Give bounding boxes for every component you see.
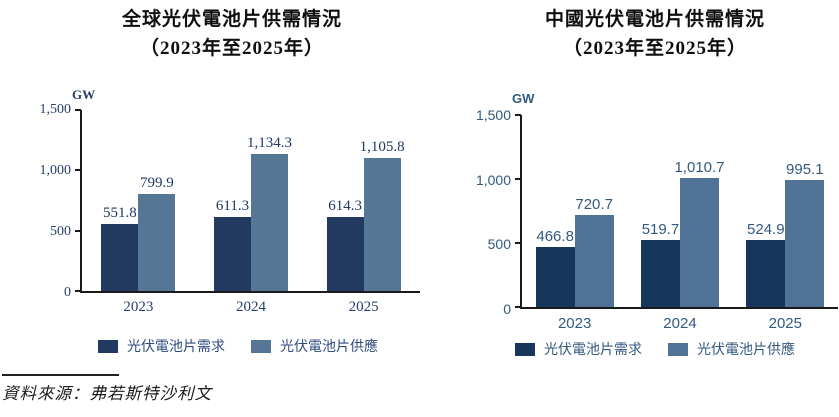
bar-rect-supply-2024 <box>679 178 719 307</box>
legend: 光伏電池片需求 光伏電池片供應 <box>16 336 420 356</box>
chart-global-pv-cells: 全球光伏電池片供需情況 （2023年至2025年） GW 1,500 1,000 5… <box>16 0 420 356</box>
charts-row: 全球光伏電池片供需情況 （2023年至2025年） GW 1,500 1,000 5… <box>16 0 838 359</box>
plot-row: 1,500 1,000 500 0 551.8 799.9 2023 611.3 1,134.… <box>16 102 420 315</box>
y-tick-mark <box>515 242 521 244</box>
chart-china-pv-cells: 中國光伏電池片供需情況 （2023年至2025年） GW 1,500 1,000 5… <box>472 0 838 359</box>
bar-rect-demand-2023 <box>101 224 139 291</box>
x-axis-label-2025: 2025 <box>768 315 802 332</box>
bar-rect-supply-2023 <box>574 215 614 307</box>
source-divider <box>2 374 119 376</box>
x-axis-label-2024: 2024 <box>663 315 697 332</box>
chart-subtitle: （2023年至2025年） <box>139 37 324 59</box>
legend-label-demand: 光伏電池片需求 <box>127 340 225 355</box>
y-tick-mark <box>515 306 521 308</box>
bar-rect-demand-2023 <box>535 247 575 307</box>
legend-item-supply: 光伏電池片供應 <box>251 336 378 356</box>
bar-group-2023: 466.8 720.7 2023 <box>535 115 614 332</box>
x-axis-label-2023: 2023 <box>557 315 592 332</box>
source-text: 資料來源：弗若斯特沙利文 <box>2 384 212 403</box>
y-tick-mark <box>515 114 521 116</box>
legend-swatch-supply <box>251 339 271 353</box>
bar-rect-demand-2025 <box>746 240 786 307</box>
y-axis-unit-label: GW <box>512 91 535 106</box>
source-note: 資料來源：弗若斯特沙利文 <box>2 374 212 404</box>
bar-value-label-supply-2025: 995.1 <box>786 161 824 178</box>
bar-supply-2024: 1,010.7 <box>674 115 725 307</box>
bar-rect-supply-2023 <box>138 194 176 291</box>
bar-demand-2024: 519.7 <box>640 115 680 307</box>
legend-item-supply: 光伏電池片供應 <box>668 339 795 359</box>
bar-rect-supply-2025 <box>785 180 825 307</box>
legend-swatch-supply <box>668 342 688 356</box>
legend-swatch-demand <box>515 342 535 356</box>
legend: 光伏電池片需求 光伏電池片供應 <box>472 339 838 359</box>
bar-value-label-supply-2025: 1,105.8 <box>359 139 405 155</box>
legend-label-demand: 光伏電池片需求 <box>544 341 642 357</box>
bar-demand-2025: 524.9 <box>746 115 786 307</box>
bar-supply-2023: 799.9 <box>138 110 176 291</box>
bar-group-2023: 551.8 799.9 2023 <box>101 110 176 315</box>
y-axis-tick-label: 500 <box>487 236 511 253</box>
y-tick-mark <box>515 178 521 180</box>
bar-rect-supply-2025 <box>363 158 401 291</box>
y-tick-mark <box>75 169 81 172</box>
chart-subtitle: （2023年至2025年） <box>562 37 747 59</box>
y-axis-tick-label: 1,500 <box>39 102 72 117</box>
x-axis-label-2023: 2023 <box>123 299 154 315</box>
bar-value-label-demand-2024: 519.7 <box>641 221 680 238</box>
bar-demand-2025: 614.3 <box>326 110 364 291</box>
plot-area: 466.8 720.7 2023 519.7 1,010.7 2024 524.9 995.1… <box>515 114 838 332</box>
bar-value-label-demand-2025: 524.9 <box>747 221 785 238</box>
bar-supply-2025: 995.1 <box>785 115 825 307</box>
bar-supply-2025: 1,105.8 <box>360 110 405 291</box>
bar-group-2025: 524.9 995.1 2025 <box>746 115 825 332</box>
y-axis: 1,500 1,000 500 0 <box>472 107 520 317</box>
bar-rect-supply-2024 <box>250 154 288 291</box>
plot-row: 1,500 1,000 500 0 466.8 720.7 2023 519.7 1,010.… <box>472 107 838 332</box>
bar-value-label-demand-2023: 466.8 <box>536 228 574 245</box>
bar-rect-demand-2024 <box>640 240 680 307</box>
bar-rect-demand-2025 <box>326 217 364 291</box>
legend-item-demand: 光伏電池片需求 <box>515 339 642 359</box>
y-axis-tick-label: 500 <box>50 224 71 239</box>
y-tick-mark <box>75 109 81 111</box>
y-axis-tick-label: 1,000 <box>475 171 511 188</box>
bar-demand-2023: 551.8 <box>101 110 139 291</box>
y-axis-tick-label: 1,000 <box>39 163 72 178</box>
legend-label-supply: 光伏電池片供應 <box>280 340 378 355</box>
y-axis-unit-label: GW <box>72 87 96 102</box>
bar-group-2025: 614.3 1,105.8 2025 <box>326 110 405 315</box>
bar-value-label-supply-2023: 720.7 <box>575 196 613 213</box>
y-axis-tick-label: 0 <box>503 301 511 317</box>
y-axis: 1,500 1,000 500 0 <box>16 102 80 300</box>
x-axis-label-2025: 2025 <box>348 299 379 315</box>
bar-demand-2024: 611.3 <box>213 110 251 291</box>
bar-supply-2023: 720.7 <box>574 115 614 307</box>
legend-swatch-demand <box>98 339 118 353</box>
y-tick-mark <box>75 290 81 292</box>
bar-value-label-supply-2024: 1,134.3 <box>246 135 292 151</box>
bar-supply-2024: 1,134.3 <box>247 110 292 291</box>
bar-value-label-supply-2024: 1,010.7 <box>674 159 725 176</box>
y-axis-tick-label: 0 <box>64 285 71 300</box>
x-axis-label-2024: 2024 <box>235 299 266 315</box>
plot-area: 551.8 799.9 2023 611.3 1,134.3 2024 614.3 1,105… <box>75 109 420 315</box>
chart-title: 中國光伏電池片供需情況 <box>544 9 765 30</box>
bar-group-2024: 611.3 1,134.3 2024 <box>213 110 292 315</box>
y-axis-tick-label: 1,500 <box>475 107 511 123</box>
bar-value-label-demand-2023: 551.8 <box>102 205 137 221</box>
chart-title: 全球光伏電池片供需情況 <box>121 9 342 30</box>
legend-label-supply: 光伏電池片供應 <box>697 341 795 357</box>
bar-value-label-demand-2024: 611.3 <box>215 198 250 214</box>
bar-demand-2023: 466.8 <box>535 115 575 307</box>
bar-value-label-supply-2023: 799.9 <box>139 175 174 191</box>
y-tick-mark <box>75 229 81 232</box>
legend-item-demand: 光伏電池片需求 <box>98 336 225 356</box>
bar-rect-demand-2024 <box>213 217 251 291</box>
bar-value-label-demand-2025: 614.3 <box>328 198 363 214</box>
bar-group-2024: 519.7 1,010.7 2024 <box>640 115 725 332</box>
